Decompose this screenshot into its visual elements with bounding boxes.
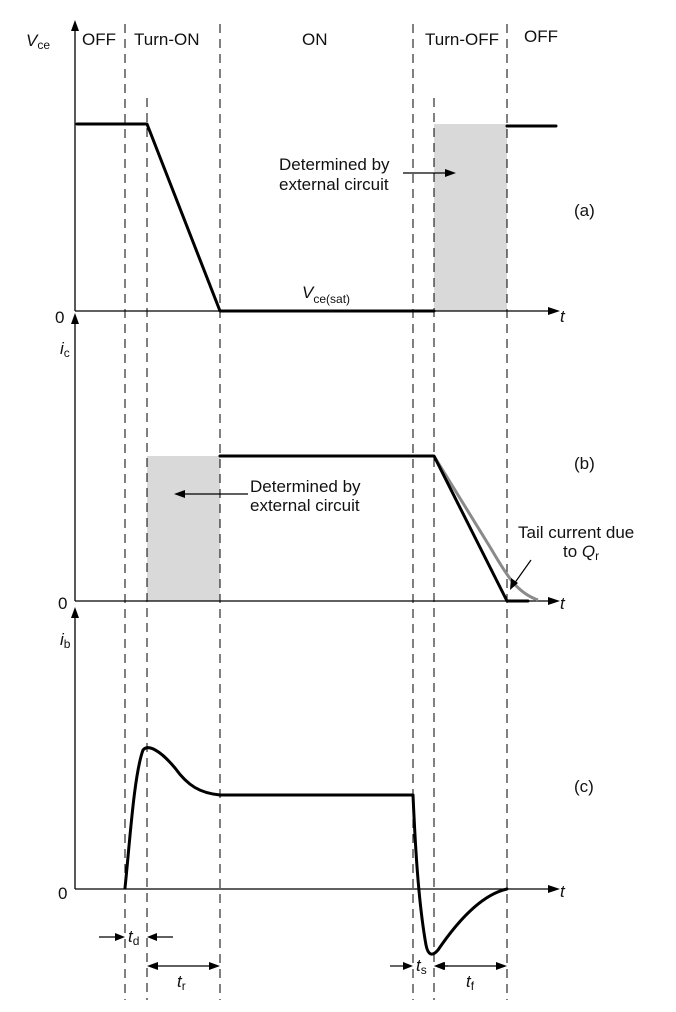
phase-turn-on: Turn-ON bbox=[134, 30, 200, 49]
td-label: td bbox=[128, 927, 139, 948]
panel-a-note-line1: Determined by bbox=[279, 155, 390, 174]
panel-a-xlabel: t bbox=[560, 307, 566, 326]
panel-c-x-arrow bbox=[548, 885, 560, 893]
tail-current-pointer-head bbox=[510, 578, 518, 590]
panel-b-ic: ic 0 t (b) Determined by external circui… bbox=[58, 313, 634, 613]
tr-arrowhead-right bbox=[209, 962, 220, 970]
panel-a-y-arrow bbox=[71, 20, 79, 31]
panel-b-ylabel: ic bbox=[60, 339, 70, 360]
panel-b-note-line2: external circuit bbox=[250, 496, 360, 515]
panel-b-xlabel: t bbox=[560, 594, 566, 613]
turn-on-current-shade bbox=[147, 456, 220, 601]
vce-sat-label: Vce(sat) bbox=[302, 283, 350, 306]
tf-arrowhead-left bbox=[434, 962, 445, 970]
panel-b-note-line1: Determined by bbox=[250, 477, 361, 496]
panel-a-note-arrowhead bbox=[445, 169, 456, 177]
panel-b-y-arrow bbox=[71, 313, 79, 324]
panel-a-x-arrow bbox=[548, 307, 560, 315]
tail-current-label-line2: to Qr bbox=[563, 542, 599, 563]
turn-off-voltage-shade bbox=[434, 124, 507, 311]
tf-label: tf bbox=[466, 972, 475, 993]
panel-c-ylabel: ib bbox=[60, 630, 71, 651]
tf-arrowhead-right bbox=[496, 962, 507, 970]
panel-c-ib: ib 0 t (c) td tr ts tf bbox=[58, 607, 594, 993]
tr-label: tr bbox=[177, 972, 186, 993]
phase-on: ON bbox=[302, 30, 328, 49]
ic-waveform bbox=[218, 454, 530, 603]
panel-c-y-arrow bbox=[71, 607, 79, 618]
tail-current-label-line1: Tail current due bbox=[518, 523, 634, 542]
phase-off-right: OFF bbox=[524, 27, 558, 46]
phase-turn-off: Turn-OFF bbox=[425, 30, 499, 49]
panel-a-zero: 0 bbox=[55, 308, 64, 327]
ib-waveform bbox=[123, 746, 509, 956]
ic-tail-current bbox=[432, 455, 539, 602]
tail-current-pointer bbox=[513, 559, 532, 585]
panel-a-vce: Vce 0 t (a) Vce(sat) Determined by exter… bbox=[26, 20, 595, 327]
panel-a-ylabel: Vce bbox=[26, 31, 50, 52]
vce-waveform bbox=[75, 122, 436, 313]
panel-c-tag: (c) bbox=[574, 777, 594, 796]
phase-labels: OFF Turn-ON ON Turn-OFF OFF bbox=[82, 27, 558, 49]
panel-b-tag: (b) bbox=[574, 454, 595, 473]
ts-arrowhead-left bbox=[403, 962, 413, 970]
panel-a-note-line2: external circuit bbox=[279, 175, 389, 194]
panel-c-xlabel: t bbox=[560, 882, 566, 901]
panel-a-tag: (a) bbox=[574, 201, 595, 220]
phase-off-left: OFF bbox=[82, 30, 116, 49]
panel-b-x-arrow bbox=[548, 597, 560, 605]
ts-label: ts bbox=[416, 956, 427, 977]
td-arrowhead-left bbox=[115, 933, 125, 941]
tr-arrowhead-left bbox=[147, 962, 158, 970]
panel-b-note-arrowhead bbox=[174, 490, 185, 498]
panel-c-zero: 0 bbox=[58, 884, 67, 903]
phase-boundary-lines bbox=[124, 24, 508, 1000]
panel-b-zero: 0 bbox=[58, 594, 67, 613]
td-arrowhead-right bbox=[147, 933, 157, 941]
